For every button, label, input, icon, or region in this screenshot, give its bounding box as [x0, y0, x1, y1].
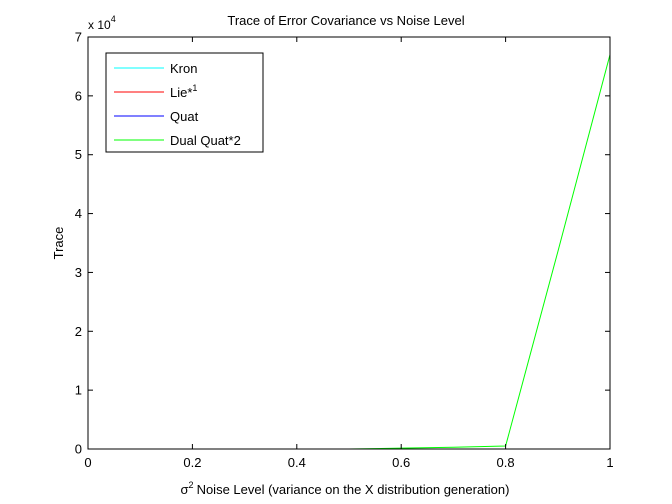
x-axis-label-symbol: σ	[181, 482, 189, 497]
x-axis-label-symbol-sup: 2	[189, 480, 194, 490]
x-tick-label: 0.6	[392, 455, 410, 470]
x-axis-label-text: Noise Level (variance on the X distribut…	[197, 482, 510, 497]
legend: Kron Lie*1 Quat Dual Quat*2	[105, 52, 264, 153]
x-tick-label: 0.4	[288, 455, 306, 470]
x-tick-label: 0.2	[183, 455, 201, 470]
y-tick-label: 2	[75, 324, 82, 339]
legend-label-4: Dual Quat*2	[170, 133, 241, 148]
y-multiplier-prefix: x 10	[88, 18, 111, 32]
y-tick-label: 7	[75, 30, 82, 45]
y-tick-label: 4	[75, 206, 82, 221]
y-tick-label: 5	[75, 147, 82, 162]
y-tick-label: 1	[75, 383, 82, 398]
legend-label-3: Quat	[170, 109, 199, 124]
x-tick-label: 0.8	[497, 455, 515, 470]
y-tick-label: 3	[75, 265, 82, 280]
x-tick-label: 1	[606, 455, 613, 470]
chart-title: Trace of Error Covariance vs Noise Level	[227, 13, 464, 28]
x-axis: 0 0.2 0.4 0.6 0.8 1	[84, 37, 614, 470]
legend-label-1: Kron	[170, 61, 197, 76]
x-axis-label: σ2 Noise Level (variance on the X distrib…	[181, 480, 510, 497]
legend-box	[105, 52, 264, 153]
y-axis: 0 1 2 3 4 5 6 7	[75, 30, 610, 457]
y-tick-label: 0	[75, 442, 82, 457]
y-multiplier: x 104	[88, 14, 116, 32]
plot-frame	[87, 36, 611, 450]
y-axis-label: Trace	[51, 227, 66, 260]
x-tick-label: 0	[84, 455, 91, 470]
legend-label-2: Lie*1	[170, 83, 197, 100]
y-multiplier-exponent: 4	[111, 14, 116, 24]
y-tick-label: 6	[75, 88, 82, 103]
